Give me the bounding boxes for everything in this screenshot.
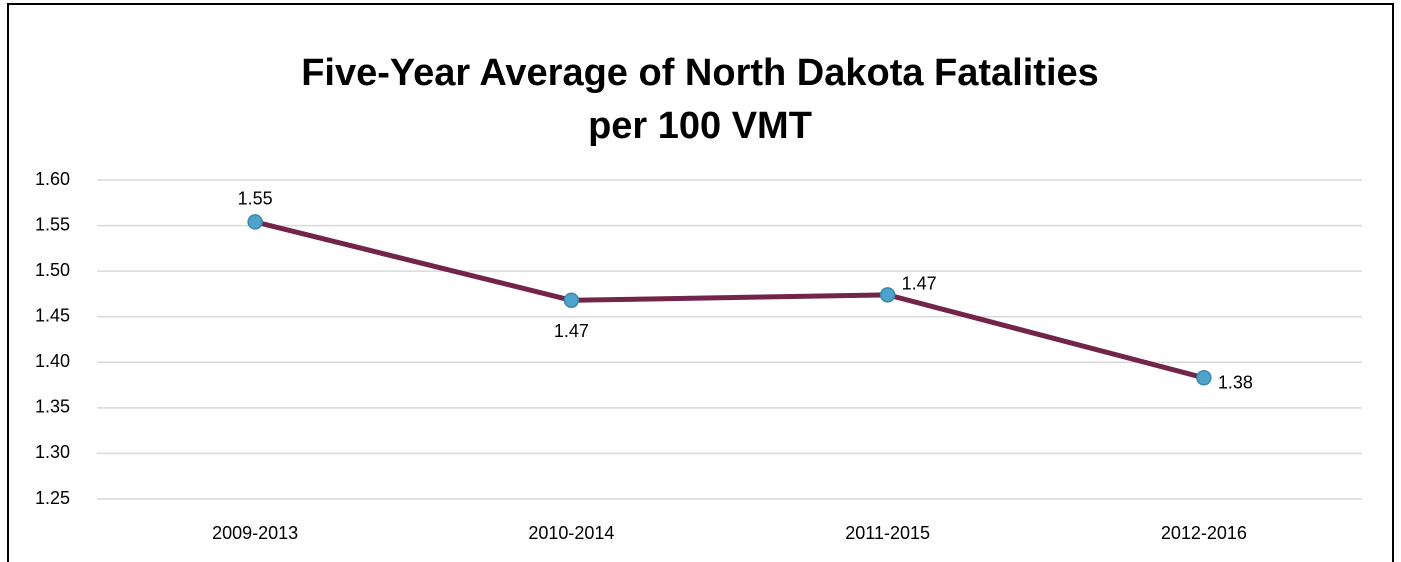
y-tick-label: 1.40: [35, 351, 70, 371]
y-tick-label: 1.60: [35, 169, 70, 189]
x-tick-label: 2012-2016: [1161, 523, 1247, 543]
chart-frame: [7, 3, 1394, 562]
series-line: [254, 219, 1205, 381]
data-label: 1.55: [238, 189, 273, 209]
x-tick-label: 2010-2014: [528, 523, 614, 543]
data-point: [879, 287, 896, 303]
chart-title: Five-Year Average of North Dakota Fatali…: [301, 52, 1099, 94]
data-point: [563, 292, 580, 309]
y-tick-label: 1.25: [35, 488, 70, 508]
y-tick-label: 1.50: [35, 260, 70, 280]
chart-title: per 100 VMT: [588, 105, 812, 147]
y-tick-label: 1.35: [35, 397, 70, 417]
data-point: [247, 214, 263, 230]
x-tick-label: 2011-2015: [845, 523, 930, 543]
data-point: [1196, 370, 1212, 386]
data-label: 1.47: [554, 321, 589, 341]
data-label: 1.47: [902, 274, 937, 294]
x-tick-label: 2009-2013: [212, 523, 298, 543]
y-tick-label: 1.45: [35, 305, 70, 325]
y-tick-label: 1.55: [35, 214, 70, 234]
y-tick-label: 1.30: [35, 442, 70, 462]
data-label: 1.38: [1218, 373, 1253, 393]
